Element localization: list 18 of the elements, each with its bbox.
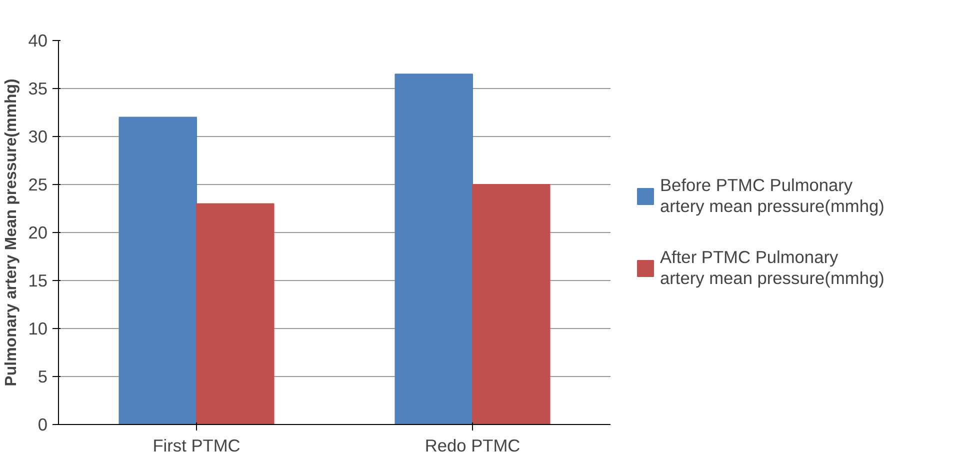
y-tick-label: 30 <box>28 126 48 146</box>
x-tick-label: First PTMC <box>152 436 240 456</box>
bar <box>118 116 197 424</box>
x-tick-label: Redo PTMC <box>424 436 520 456</box>
y-tick-label: 20 <box>28 222 48 242</box>
y-tick-label: 5 <box>38 366 48 386</box>
y-tick-label: 15 <box>28 270 48 290</box>
y-tick-label: 10 <box>28 318 48 338</box>
y-tick-label: 0 <box>38 414 48 434</box>
bar <box>394 74 473 424</box>
legend-label: Before PTMC Pulmonary artery mean pressure(mmhg) <box>660 174 884 218</box>
y-tick-label: 40 <box>28 30 48 50</box>
legend-label: After PTMC Pulmonary artery mean pressure(mmhg) <box>660 246 884 290</box>
y-tick-label: 35 <box>28 78 48 98</box>
bar <box>472 184 550 424</box>
y-tick-label: 25 <box>28 174 48 194</box>
bar <box>196 203 274 424</box>
y-axis-title: Pulmonary artery Mean pressure(mmhg) <box>3 78 20 386</box>
